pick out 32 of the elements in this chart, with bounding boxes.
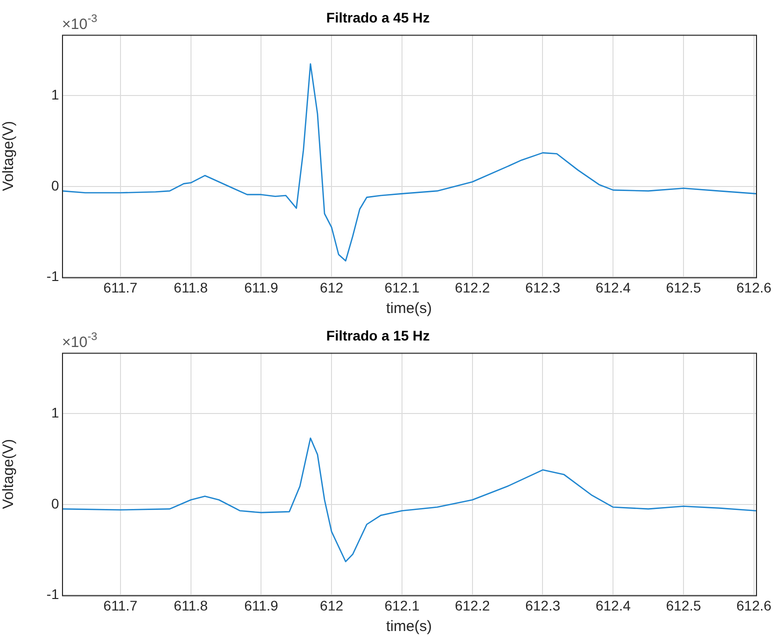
x-tick-label: 612.1 <box>384 279 420 296</box>
x-tick-label: 612.4 <box>596 279 631 296</box>
chart-title: Filtrado a 15 Hz <box>326 327 430 344</box>
y-axis-title: Voltage(V) <box>0 120 18 192</box>
x-tick-label: 611.8 <box>174 279 208 296</box>
x-tick-label: 612.4 <box>596 597 631 614</box>
x-tick-label: 612.1 <box>384 597 420 614</box>
x-tick-label: 612.3 <box>525 279 560 296</box>
y-tick-label: 1 <box>51 86 60 102</box>
chart-title: Filtrado a 45 Hz <box>326 9 430 26</box>
x-tick-label: 612.2 <box>454 279 490 296</box>
x-tick-label: 611.7 <box>103 279 138 296</box>
x-tick-label: 612.2 <box>454 597 490 614</box>
x-tick-label: 612.3 <box>525 597 560 614</box>
x-tick-label: 611.9 <box>244 279 278 296</box>
x-tick-label: 612 <box>320 597 344 614</box>
x-tick-label: 612.6 <box>736 597 772 614</box>
x-axis-title: time(s) <box>386 300 432 318</box>
y-tick-label: -1 <box>46 586 60 602</box>
y-tick-label: 0 <box>51 495 60 512</box>
y-tick-label: -1 <box>46 268 60 284</box>
y-tick-label: 0 <box>51 177 60 194</box>
x-tick-label: 611.8 <box>174 597 208 614</box>
x-tick-label: 612.5 <box>666 597 702 614</box>
x-tick-label: 612 <box>320 279 344 296</box>
x-axis-title: time(s) <box>386 618 432 636</box>
x-tick-label: 611.9 <box>244 597 278 614</box>
y-axis-title: Voltage(V) <box>0 438 18 510</box>
x-tick-label: 612.5 <box>666 279 702 296</box>
x-tick-label: 611.7 <box>103 597 138 614</box>
x-tick-label: 612.6 <box>736 279 772 296</box>
y-tick-label: 1 <box>51 404 60 420</box>
